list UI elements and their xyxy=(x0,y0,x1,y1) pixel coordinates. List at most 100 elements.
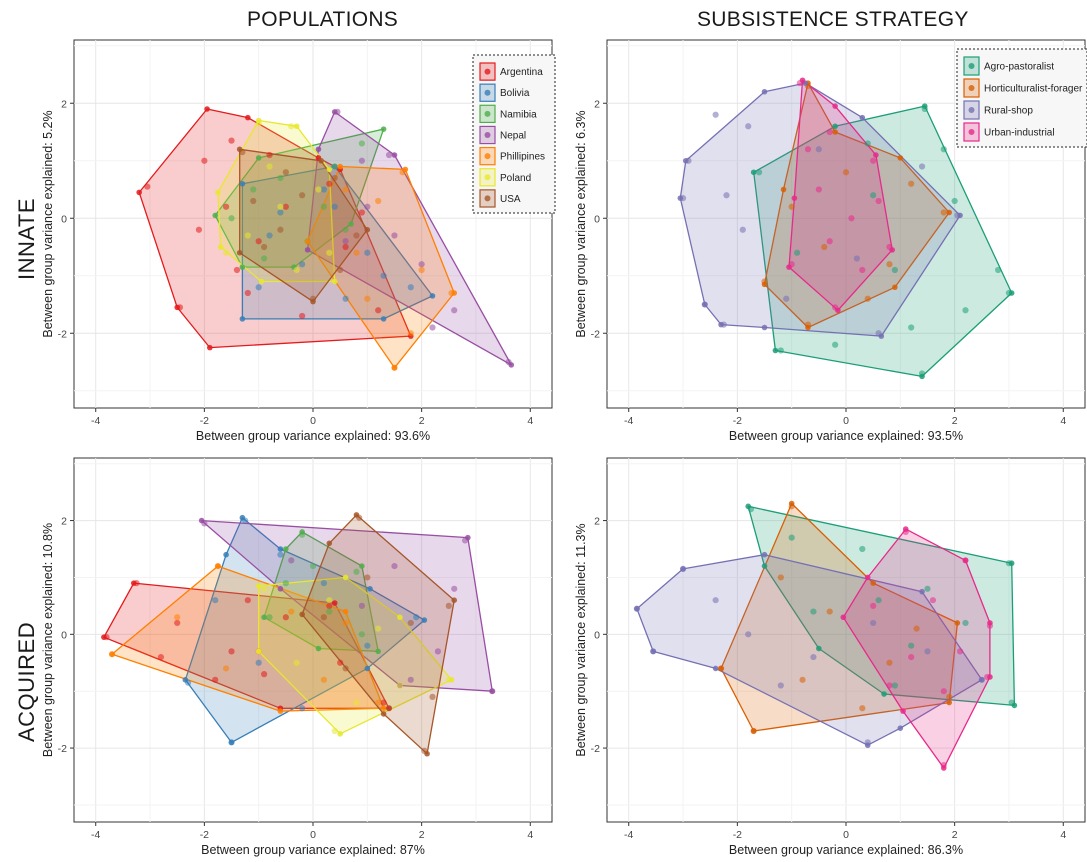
data-point xyxy=(891,266,898,274)
x-tick-label: -2 xyxy=(200,829,209,841)
data-point xyxy=(282,203,289,210)
hull-vertex-point xyxy=(239,264,246,270)
data-point xyxy=(921,105,928,113)
col-title-populations: POPULATIONS xyxy=(247,8,399,31)
hull-rural-shop xyxy=(636,554,983,746)
hull-vertex-point xyxy=(245,114,251,121)
data-point xyxy=(853,255,860,262)
x-tick-label: -2 xyxy=(733,415,742,427)
hull-vertex-point xyxy=(881,691,887,697)
data-point xyxy=(288,608,295,615)
legend-key-point xyxy=(968,85,975,91)
x-tick-label: 0 xyxy=(310,829,316,841)
hull-nepal xyxy=(306,111,512,366)
hull-vertex-point xyxy=(873,152,879,158)
data-point xyxy=(679,195,687,202)
data-point xyxy=(810,653,817,661)
x-axis-label: Between group variance explained: 86.3% xyxy=(729,843,963,857)
data-point xyxy=(385,151,393,159)
data-point xyxy=(212,676,219,683)
data-point xyxy=(184,679,192,686)
x-tick-label: 2 xyxy=(419,829,425,841)
col-title-subsistence-strategy: SUBSISTENCE STRATEGY xyxy=(697,8,969,31)
data-point xyxy=(201,157,208,164)
hull-vertex-point xyxy=(318,157,324,164)
data-point xyxy=(429,324,436,331)
data-point xyxy=(745,631,752,638)
x-axis-label: Between group variance explained: 93.6% xyxy=(196,429,430,443)
data-point xyxy=(358,140,365,147)
hull-vertex-point xyxy=(315,146,322,153)
legend-label: Namibia xyxy=(500,109,537,120)
data-point xyxy=(353,249,360,256)
data-point xyxy=(309,562,317,570)
data-point xyxy=(745,123,752,130)
data-point xyxy=(407,284,414,291)
data-point xyxy=(380,272,387,279)
data-point xyxy=(326,602,333,609)
hull-vertex-point xyxy=(840,614,847,621)
data-point xyxy=(946,693,953,700)
legend-label: Argentina xyxy=(500,67,543,78)
hull-vertex-point xyxy=(864,574,871,581)
data-point xyxy=(848,215,855,222)
data-point xyxy=(739,226,746,233)
data-point xyxy=(309,295,317,302)
data-point xyxy=(176,304,184,311)
data-point xyxy=(954,212,961,219)
legend-key-point xyxy=(968,129,975,135)
data-point xyxy=(228,215,235,222)
data-point xyxy=(326,608,333,615)
hull-vertex-point xyxy=(239,316,246,322)
data-point xyxy=(777,574,784,581)
data-point xyxy=(451,585,458,592)
data-point xyxy=(633,605,640,612)
hull-vertex-point xyxy=(429,293,436,299)
data-point xyxy=(244,597,251,604)
x-tick-label: 2 xyxy=(952,415,958,427)
data-point xyxy=(870,192,877,199)
data-point xyxy=(375,699,382,706)
data-point xyxy=(244,232,251,239)
data-point xyxy=(859,705,866,712)
hull-vertex-point xyxy=(816,645,822,652)
hull-vertex-point xyxy=(900,708,906,714)
data-point xyxy=(418,266,425,274)
data-point xyxy=(299,192,306,199)
hull-vertex-point xyxy=(772,347,779,354)
y-tick-label: -2 xyxy=(58,743,67,755)
data-point xyxy=(908,653,915,661)
data-point xyxy=(222,203,230,210)
acquired-populations-panel: -4 -2 0 2 4 -2 0 2 Between group variance explai… xyxy=(41,457,553,857)
data-point xyxy=(277,226,284,233)
hull-vertex-point xyxy=(236,249,243,256)
data-point xyxy=(358,631,365,638)
data-point xyxy=(799,676,806,683)
data-point xyxy=(788,261,795,268)
data-point xyxy=(375,197,382,205)
data-point xyxy=(391,232,398,239)
legend-label: Urban-industrial xyxy=(984,128,1055,139)
data-point xyxy=(804,321,812,328)
data-point xyxy=(445,602,452,609)
data-point xyxy=(940,688,947,695)
y-tick-label: 2 xyxy=(61,98,67,110)
data-point xyxy=(712,597,719,604)
hull-vertex-point xyxy=(397,614,403,621)
hull-vertex-point xyxy=(421,617,428,623)
data-point xyxy=(337,659,344,666)
x-tick-label: 0 xyxy=(843,829,849,841)
hull-vertex-point xyxy=(337,163,343,170)
data-point xyxy=(407,330,414,337)
data-point xyxy=(951,197,958,205)
legend-label: Agro-pastoralist xyxy=(984,62,1054,73)
data-point xyxy=(908,642,915,649)
data-point xyxy=(261,585,268,592)
data-point xyxy=(266,163,273,170)
x-tick-label: -4 xyxy=(91,415,100,427)
data-point xyxy=(293,266,300,274)
data-point xyxy=(233,266,241,274)
data-point xyxy=(891,682,898,689)
y-tick-label: 2 xyxy=(594,98,600,110)
data-point xyxy=(918,370,926,377)
